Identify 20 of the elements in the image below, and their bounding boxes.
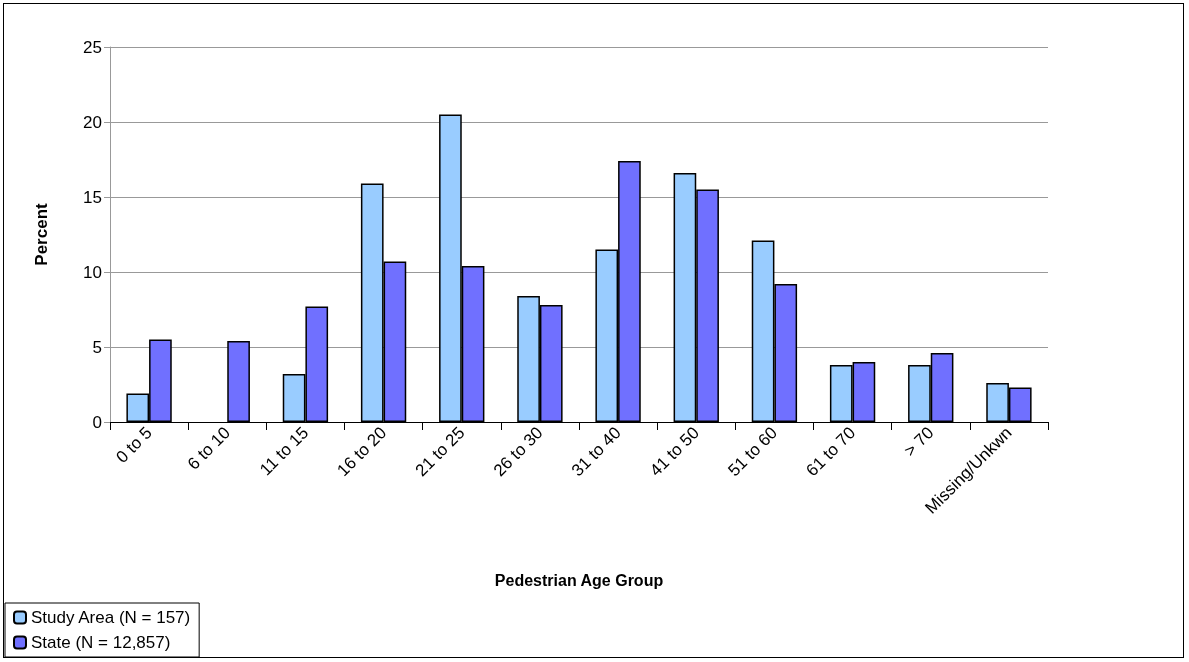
x-tick-label: 41 to 50 (646, 423, 703, 481)
x-tick-label: 26 to 30 (489, 423, 547, 481)
x-tick-label: 21 to 25 (411, 423, 469, 481)
x-axis-title: Pedestrian Age Group (494, 571, 664, 589)
x-tick-label: 51 to 60 (724, 423, 782, 481)
legend-label: Study Area (N = 157) (31, 608, 191, 627)
y-tick-label: 20 (83, 112, 102, 132)
y-tick-label: 15 (83, 187, 102, 207)
y-tick-label: 25 (83, 37, 102, 57)
x-tick-label: 31 to 40 (567, 423, 625, 481)
x-tick-label: 61 to 70 (802, 423, 860, 481)
x-tick-label: 6 to 10 (183, 423, 234, 474)
y-tick-label: 10 (83, 262, 102, 282)
x-tick-label: 16 to 20 (333, 423, 391, 481)
y-axis-title: Percent (32, 202, 51, 266)
y-tick-label: 0 (92, 412, 102, 432)
y-tick-label: 5 (92, 337, 102, 357)
legend-label: State (N = 12,857) (31, 633, 171, 652)
x-tick-label: 11 to 15 (256, 423, 313, 480)
x-tick-label: 0 to 5 (112, 423, 156, 467)
